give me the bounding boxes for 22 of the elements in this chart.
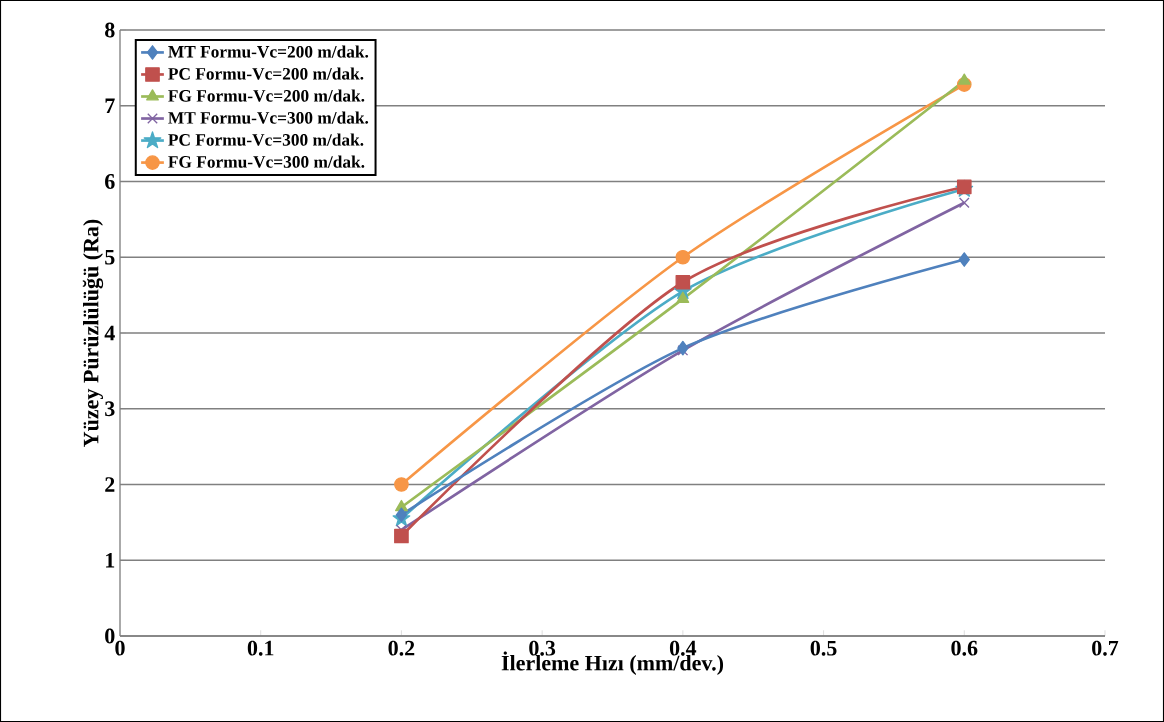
- y-tick-label: 6: [105, 174, 115, 189]
- y-tick-label: 4: [104, 325, 115, 341]
- x-tick-label: 0.5: [810, 640, 837, 656]
- x-tick-label: 0.7: [1092, 640, 1119, 656]
- y-tick-label: 3: [105, 401, 115, 417]
- legend-label: MT Formu-Vc=300 m/dak.: [168, 111, 369, 124]
- legend-label: MT Formu-Vc=200 m/dak.: [168, 45, 369, 58]
- x-tick-label: 0.6: [951, 640, 978, 656]
- y-axis-title: Yüzey Pürüzlülüğü (Ra): [82, 219, 104, 447]
- legend-label: PC Formu-Vc=200 m/dak.: [168, 67, 364, 80]
- y-tick-label: 2: [105, 477, 115, 492]
- x-tick-label: 0.1: [247, 640, 274, 656]
- y-tick-label: 0: [105, 628, 115, 644]
- legend-label: FG Formu-Vc=300 m/dak.: [168, 155, 365, 168]
- y-tick-label: 7: [105, 98, 115, 113]
- legend-label: FG Formu-Vc=200 m/dak.: [168, 89, 365, 102]
- y-tick-label: 1: [106, 553, 115, 568]
- y-tick-label: 5: [105, 249, 115, 265]
- legend-label: PC Formu-Vc=300 m/dak.: [168, 133, 364, 146]
- x-tick-label: 0: [115, 640, 125, 656]
- x-tick-label: 0.2: [388, 640, 415, 656]
- y-tick-label: 8: [105, 22, 115, 38]
